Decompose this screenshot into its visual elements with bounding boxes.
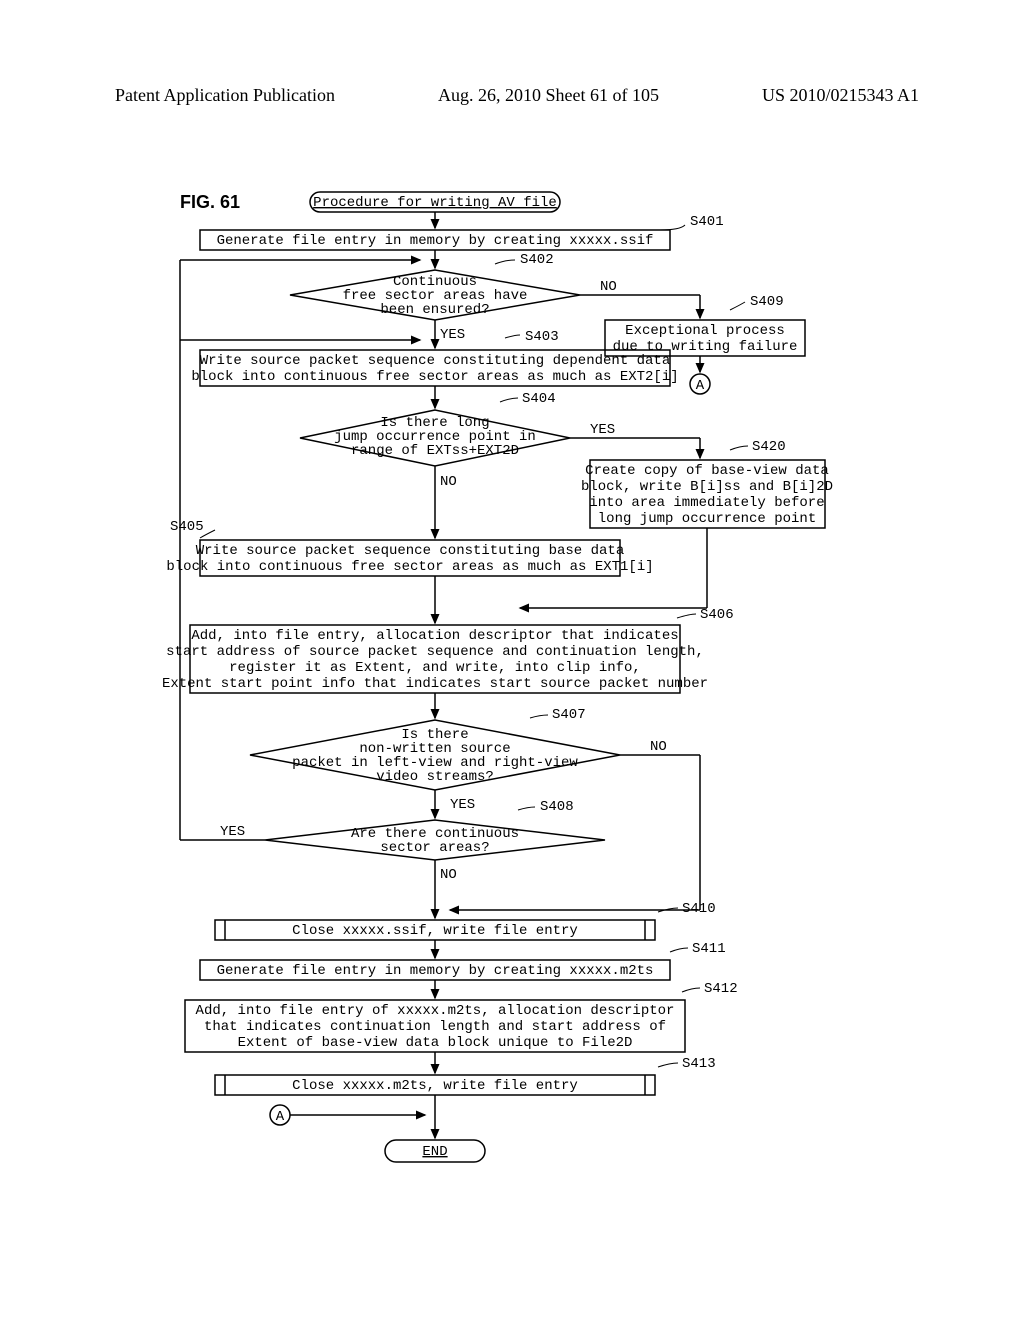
svg-text:S412: S412 — [704, 981, 738, 997]
svg-text:S411: S411 — [692, 941, 726, 957]
svg-text:END: END — [422, 1144, 447, 1160]
svg-text:A: A — [696, 378, 705, 394]
svg-text:Generate file entry in memory: Generate file entry in memory by creatin… — [217, 233, 654, 249]
svg-text:block into continuous free sec: block into continuous free sector areas … — [166, 559, 653, 575]
svg-text:S403: S403 — [525, 329, 559, 345]
svg-text:S410: S410 — [682, 901, 716, 917]
svg-text:start address of source packet: start address of source packet sequence … — [166, 644, 704, 660]
svg-text:range of EXTss+EXT2D: range of EXTss+EXT2D — [351, 443, 519, 459]
svg-text:NO: NO — [650, 739, 667, 755]
svg-text:Write source packet sequence c: Write source packet sequence constitutin… — [196, 543, 624, 559]
svg-text:video streams?: video streams? — [376, 769, 494, 785]
svg-text:S420: S420 — [752, 439, 786, 455]
start-text: Procedure for writing AV file — [313, 195, 557, 211]
svg-text:S406: S406 — [700, 607, 734, 623]
svg-text:S407: S407 — [552, 707, 586, 723]
svg-text:Add, into file entry, allocati: Add, into file entry, allocation descrip… — [191, 628, 678, 644]
svg-text:A: A — [276, 1109, 285, 1125]
svg-text:Close xxxxx.ssif, write file e: Close xxxxx.ssif, write file entry — [292, 923, 578, 939]
svg-text:register it as Extent, and wri: register it as Extent, and write, into c… — [229, 660, 641, 676]
svg-text:S405: S405 — [170, 519, 204, 535]
svg-text:YES: YES — [440, 327, 465, 343]
svg-text:that indicates continuation le: that indicates continuation length and s… — [204, 1019, 666, 1035]
svg-text:long jump occurrence point: long jump occurrence point — [598, 511, 816, 527]
svg-text:block, write B[i]ss and B[i]2D: block, write B[i]ss and B[i]2D — [581, 479, 833, 495]
svg-text:YES: YES — [590, 422, 615, 438]
svg-text:S404: S404 — [522, 391, 556, 407]
svg-text:Exceptional process: Exceptional process — [625, 323, 785, 339]
svg-text:NO: NO — [440, 474, 457, 490]
svg-text:sector areas?: sector areas? — [380, 840, 489, 856]
svg-text:YES: YES — [450, 797, 475, 813]
page: Patent Application Publication Aug. 26, … — [0, 0, 1024, 1320]
svg-text:Extent of base-view data block: Extent of base-view data block unique to… — [238, 1035, 633, 1051]
svg-text:NO: NO — [440, 867, 457, 883]
svg-text:block into continuous free sec: block into continuous free sector areas … — [191, 369, 678, 385]
svg-text:S408: S408 — [540, 799, 574, 815]
header-left: Patent Application Publication — [115, 85, 335, 106]
svg-text:Close xxxxx.m2ts, write file e: Close xxxxx.m2ts, write file entry — [292, 1078, 578, 1094]
page-header: Patent Application Publication Aug. 26, … — [115, 85, 919, 106]
svg-text:S409: S409 — [750, 294, 784, 310]
svg-text:NO: NO — [600, 279, 617, 295]
svg-text:Add, into file entry of xxxxx.: Add, into file entry of xxxxx.m2ts, allo… — [196, 1003, 675, 1019]
svg-text:S402: S402 — [520, 252, 554, 268]
svg-text:Write source packet sequence c: Write source packet sequence constitutin… — [200, 353, 670, 369]
svg-text:been ensured?: been ensured? — [380, 302, 489, 318]
header-mid: Aug. 26, 2010 Sheet 61 of 105 — [438, 85, 659, 106]
svg-text:YES: YES — [220, 824, 245, 840]
svg-text:into area immediately before: into area immediately before — [589, 495, 824, 511]
header-right: US 2010/0215343 A1 — [762, 85, 919, 106]
svg-text:Extent start point info that i: Extent start point info that indicates s… — [162, 676, 708, 692]
svg-text:Generate file entry in memory: Generate file entry in memory by creatin… — [217, 963, 654, 979]
svg-text:S401: S401 — [690, 214, 724, 230]
flowchart: Procedure for writing AV file Generate f… — [160, 190, 880, 1190]
svg-text:Create copy of base-view data: Create copy of base-view data — [585, 463, 829, 479]
svg-text:S413: S413 — [682, 1056, 716, 1072]
